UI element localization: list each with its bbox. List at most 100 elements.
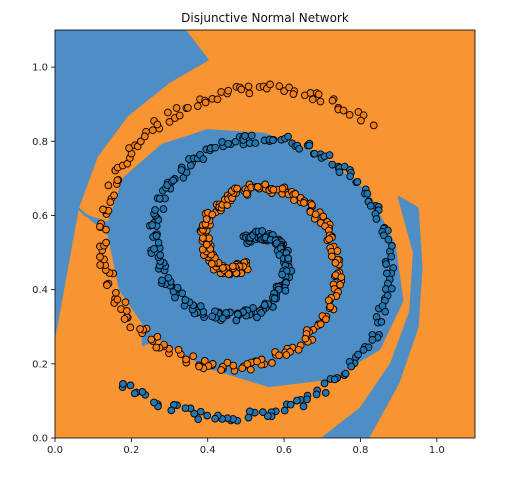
data-point-class_0 bbox=[232, 316, 241, 325]
data-point-class_1 bbox=[213, 95, 222, 104]
data-point-class_1 bbox=[106, 198, 115, 206]
data-point-class_1 bbox=[285, 83, 293, 92]
data-point-class_1 bbox=[314, 90, 323, 99]
data-point-class_1 bbox=[266, 80, 274, 89]
data-point-class_0 bbox=[203, 411, 212, 420]
data-point-class_1 bbox=[112, 288, 120, 297]
data-point-class_0 bbox=[199, 155, 208, 163]
data-point-class_1 bbox=[152, 343, 161, 352]
x-tick-label: 1.0 bbox=[429, 445, 445, 456]
data-point-class_1 bbox=[229, 262, 237, 271]
data-point-class_0 bbox=[159, 205, 168, 213]
data-point-class_1 bbox=[202, 240, 211, 249]
data-point-class_1 bbox=[202, 215, 211, 223]
y-tick-label: 0.0 bbox=[32, 434, 48, 445]
data-point-class_1 bbox=[147, 335, 156, 344]
data-point-class_0 bbox=[156, 251, 165, 259]
data-point-class_1 bbox=[136, 137, 145, 146]
data-point-class_0 bbox=[387, 252, 396, 261]
x-tick-label: 0.0 bbox=[47, 445, 63, 456]
data-point-class_0 bbox=[280, 406, 289, 415]
data-point-class_1 bbox=[369, 121, 378, 130]
data-point-class_0 bbox=[347, 362, 356, 371]
data-point-class_0 bbox=[233, 310, 242, 319]
data-point-class_1 bbox=[198, 245, 207, 254]
data-point-class_1 bbox=[164, 108, 172, 117]
data-point-class_1 bbox=[291, 190, 300, 198]
x-tick-label: 0.4 bbox=[200, 445, 216, 456]
data-point-class_1 bbox=[122, 307, 131, 315]
data-point-class_0 bbox=[366, 202, 375, 210]
y-tick-label: 1.0 bbox=[32, 63, 48, 74]
data-point-class_1 bbox=[96, 261, 105, 269]
data-point-class_0 bbox=[346, 172, 354, 181]
data-point-class_0 bbox=[245, 407, 254, 416]
data-point-class_0 bbox=[281, 286, 290, 295]
data-point-class_0 bbox=[258, 408, 267, 416]
data-point-class_1 bbox=[136, 325, 144, 333]
y-tick-label: 0.8 bbox=[32, 137, 48, 148]
y-axis: 0.0 0.2 0.4 0.6 0.8 1.0 bbox=[32, 63, 55, 445]
data-point-class_0 bbox=[341, 369, 350, 378]
data-point-class_0 bbox=[211, 414, 219, 423]
data-point-class_0 bbox=[181, 296, 190, 304]
data-point-class_1 bbox=[165, 118, 174, 126]
data-point-class_0 bbox=[155, 194, 164, 203]
data-point-class_0 bbox=[299, 402, 308, 411]
data-point-class_0 bbox=[154, 238, 163, 247]
data-point-class_0 bbox=[173, 283, 182, 292]
data-point-class_1 bbox=[113, 176, 122, 185]
data-point-class_0 bbox=[330, 375, 339, 384]
data-point-class_0 bbox=[359, 346, 368, 354]
data-point-class_0 bbox=[325, 151, 334, 159]
data-point-class_1 bbox=[140, 132, 149, 141]
data-point-class_1 bbox=[311, 210, 320, 219]
data-point-class_1 bbox=[229, 361, 238, 370]
data-point-class_1 bbox=[113, 295, 122, 304]
x-tick-label: 0.8 bbox=[353, 445, 369, 456]
data-point-class_0 bbox=[353, 177, 362, 186]
data-point-class_0 bbox=[303, 395, 311, 404]
data-point-class_0 bbox=[286, 400, 295, 409]
data-point-class_0 bbox=[178, 289, 187, 298]
data-point-class_0 bbox=[258, 227, 267, 235]
data-point-class_1 bbox=[120, 315, 129, 323]
data-point-class_1 bbox=[175, 111, 184, 120]
data-point-class_1 bbox=[322, 315, 330, 324]
data-point-class_1 bbox=[172, 104, 181, 112]
data-point-class_0 bbox=[335, 168, 344, 177]
data-point-class_1 bbox=[319, 212, 328, 221]
data-point-class_0 bbox=[158, 276, 166, 285]
y-tick-label: 0.2 bbox=[32, 359, 48, 370]
x-tick-label: 0.2 bbox=[123, 445, 139, 456]
data-point-class_0 bbox=[295, 144, 303, 153]
decision-region-class-0-4 bbox=[321, 195, 423, 438]
data-point-class_1 bbox=[217, 366, 225, 374]
data-point-class_1 bbox=[301, 334, 310, 343]
data-point-class_0 bbox=[130, 389, 139, 398]
data-point-class_0 bbox=[169, 176, 178, 185]
data-point-class_0 bbox=[190, 409, 199, 418]
data-point-class_0 bbox=[119, 380, 127, 388]
data-point-class_1 bbox=[308, 95, 317, 104]
data-point-class_1 bbox=[268, 359, 276, 367]
data-point-class_1 bbox=[110, 191, 118, 200]
y-tick-label: 0.6 bbox=[32, 211, 48, 222]
data-point-class_1 bbox=[325, 235, 333, 243]
data-point-class_0 bbox=[253, 313, 261, 322]
data-point-class_0 bbox=[377, 318, 386, 326]
data-point-class_0 bbox=[363, 189, 372, 198]
data-point-class_0 bbox=[384, 235, 393, 244]
data-point-class_0 bbox=[278, 270, 286, 279]
data-point-class_1 bbox=[307, 200, 316, 209]
data-point-class_1 bbox=[104, 181, 113, 190]
plot-area bbox=[55, 30, 475, 438]
data-point-class_0 bbox=[263, 412, 272, 420]
data-point-class_1 bbox=[200, 357, 209, 365]
data-point-class_0 bbox=[312, 390, 321, 399]
data-point-class_0 bbox=[186, 161, 195, 170]
data-point-class_1 bbox=[328, 96, 337, 105]
data-point-class_0 bbox=[150, 245, 158, 253]
data-point-class_0 bbox=[181, 404, 190, 413]
